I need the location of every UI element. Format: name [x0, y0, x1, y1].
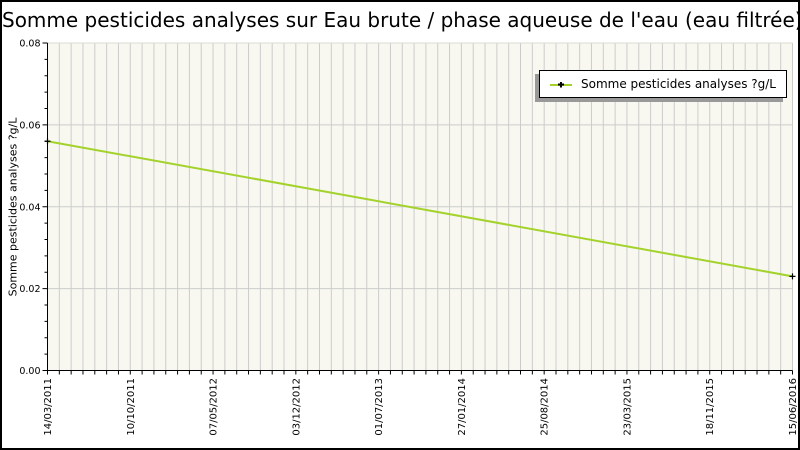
legend-point-marker-icon — [558, 81, 564, 88]
chart-title: Somme pesticides analyses sur Eau brute … — [2, 8, 800, 32]
legend-box: Somme pesticides analyses ?g/L — [539, 70, 787, 98]
svg-text:23/03/2015: 23/03/2015 — [622, 378, 633, 436]
svg-text:07/05/2012: 07/05/2012 — [209, 378, 220, 436]
legend-series-marker-icon — [550, 79, 572, 90]
svg-text:01/07/2013: 01/07/2013 — [374, 378, 385, 436]
svg-text:25/08/2014: 25/08/2014 — [540, 378, 551, 436]
svg-text:0.02: 0.02 — [19, 284, 40, 295]
svg-text:0.08: 0.08 — [19, 39, 40, 50]
svg-text:27/01/2014: 27/01/2014 — [457, 378, 468, 436]
svg-text:0.06: 0.06 — [19, 120, 40, 131]
svg-text:14/03/2011: 14/03/2011 — [43, 378, 54, 436]
svg-text:0.04: 0.04 — [19, 202, 40, 213]
svg-text:0.00: 0.00 — [19, 366, 40, 377]
svg-text:15/06/2016: 15/06/2016 — [788, 378, 799, 436]
svg-text:18/11/2015: 18/11/2015 — [705, 378, 716, 436]
svg-text:10/10/2011: 10/10/2011 — [126, 378, 137, 436]
svg-text:03/12/2012: 03/12/2012 — [291, 378, 302, 436]
legend-label: Somme pesticides analyses ?g/L — [581, 77, 776, 91]
